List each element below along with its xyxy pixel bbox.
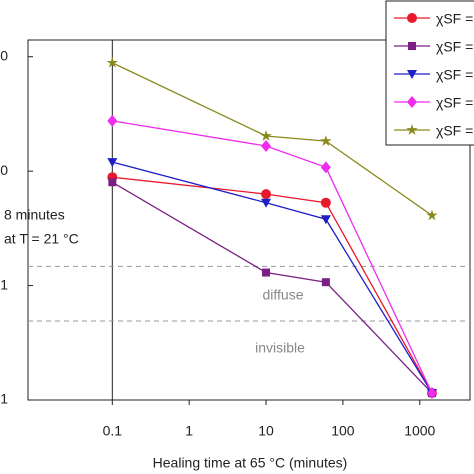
x-tick-label: 10 (258, 423, 274, 439)
series-line (112, 62, 433, 216)
data-point (320, 135, 332, 146)
data-point (321, 278, 330, 287)
legend-marker (407, 70, 417, 79)
data-point (261, 189, 272, 200)
legend-marker (408, 42, 416, 50)
data-point (426, 209, 438, 221)
data-point (261, 139, 272, 152)
data-point (426, 387, 437, 400)
x-tick-label: 1000 (404, 423, 435, 439)
data-point (262, 268, 271, 277)
annotation: invisible (255, 340, 305, 356)
data-point (106, 56, 119, 68)
legend-marker (406, 124, 418, 135)
legend-marker (407, 96, 417, 108)
y-tick-label: 1 (0, 391, 8, 407)
x-tick-label: 0.1 (103, 423, 123, 439)
series-line (112, 120, 433, 394)
data-point (260, 129, 272, 141)
data-point (261, 198, 272, 208)
plot-frame (27, 39, 471, 401)
data-point (108, 178, 117, 187)
series-line (112, 161, 433, 394)
data-point (107, 158, 118, 168)
annotation: diffuse (263, 287, 304, 303)
annotation: at T = 21 °C (4, 231, 79, 247)
y-tick-label: 1 (0, 276, 8, 292)
legend-label: χSF = (436, 11, 473, 27)
data-point (107, 114, 118, 127)
series-line (111, 181, 433, 394)
series-line (112, 176, 433, 394)
x-axis-label: Healing time at 65 °C (minutes) (153, 455, 348, 471)
legend-marker (407, 13, 417, 23)
legend-label: χSF = (436, 95, 473, 111)
annotation: 8 minutes (4, 207, 65, 223)
y-tick-label: 0 (0, 162, 8, 178)
x-tick-label: 100 (331, 423, 355, 439)
y-tick-label: 0 (0, 47, 8, 63)
legend-label: χSF = (436, 67, 473, 83)
x-tick-label: 1 (185, 423, 193, 439)
legend-label: χSF = (436, 39, 473, 55)
data-point (320, 197, 331, 208)
data-point (320, 161, 331, 174)
data-point (320, 215, 331, 225)
legend-box (385, 0, 474, 146)
legend-label: χSF = (436, 123, 473, 139)
